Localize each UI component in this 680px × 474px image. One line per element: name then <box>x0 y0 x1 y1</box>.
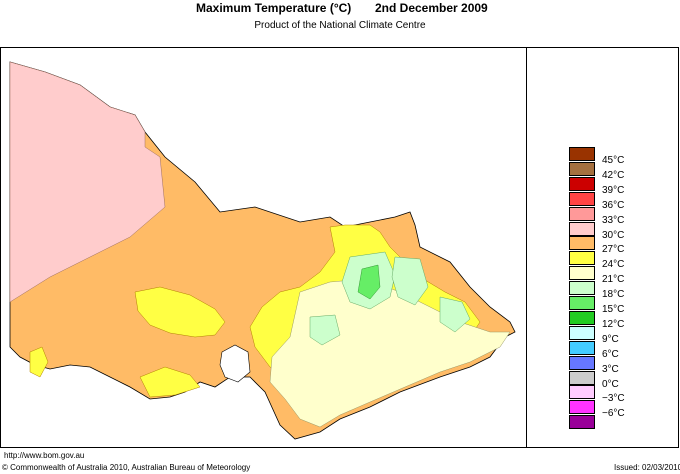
legend-item: 36°C <box>569 191 649 211</box>
legend-swatch <box>569 191 595 206</box>
legend-item: 18°C <box>569 281 649 300</box>
legend-label: 6°C <box>602 348 619 360</box>
legend-label: −6°C <box>602 408 625 420</box>
legend-item: 15°C <box>569 296 649 315</box>
map-title: Maximum Temperature (°C) <box>196 1 351 15</box>
legend-swatch <box>569 176 595 191</box>
region-30-33 <box>9 61 166 303</box>
legend-label: 18°C <box>602 289 625 301</box>
legend-item <box>569 415 649 430</box>
legend-label: 39°C <box>602 184 625 196</box>
legend-label: −3°C <box>602 393 625 405</box>
legend-label: 36°C <box>602 199 625 211</box>
legend-swatch <box>569 206 595 221</box>
legend-item: 33°C <box>569 206 649 226</box>
legend-label: 27°C <box>602 244 625 256</box>
legend-label: 15°C <box>602 304 625 315</box>
legend-item: 45°C <box>569 147 649 166</box>
legend-swatch <box>569 221 595 236</box>
legend-item: 42°C <box>569 161 649 181</box>
region-24-27-central <box>134 286 226 338</box>
legend-swatch <box>569 325 595 340</box>
map-date: 2nd December 2009 <box>375 1 488 15</box>
legend-item: 0°C <box>569 370 649 390</box>
legend-item: 21°C <box>569 266 649 285</box>
legend-label: 24°C <box>602 259 625 271</box>
legend-swatch <box>569 385 595 400</box>
legend-item: 6°C <box>569 340 649 360</box>
legend-swatch <box>569 161 595 176</box>
region-24-27-south <box>139 366 201 398</box>
legend-item: 12°C <box>569 310 649 330</box>
legend-swatch <box>569 370 595 385</box>
region-18-21-b <box>391 256 429 306</box>
legend-swatch <box>569 266 595 281</box>
legend-label: 33°C <box>602 214 625 226</box>
legend-item: 24°C <box>569 251 649 270</box>
legend-swatch <box>569 340 595 355</box>
legend-item: −3°C <box>569 385 649 404</box>
legend-swatch <box>569 281 595 296</box>
legend-swatch <box>569 415 595 430</box>
region-15-18 <box>357 264 381 300</box>
footer-copyright: © Commonwealth of Australia 2010, Austra… <box>2 463 251 472</box>
legend-swatch <box>569 296 595 310</box>
legend-swatch <box>569 310 595 325</box>
title-text: Maximum Temperature (°C) <box>196 1 352 15</box>
legend-item: 27°C <box>569 236 649 255</box>
legend-label: 12°C <box>602 318 625 330</box>
region-18-21-d <box>309 314 341 346</box>
legend-swatch <box>569 251 595 266</box>
legend-swatch <box>569 355 595 370</box>
legend-divider <box>526 47 527 448</box>
legend-item: 3°C <box>569 355 649 375</box>
legend-swatch <box>569 236 595 251</box>
legend-label: 30°C <box>602 229 625 241</box>
legend-label: 0°C <box>602 378 619 390</box>
legend-label: 45°C <box>602 155 625 166</box>
port-phillip-bay <box>219 344 251 383</box>
legend-item: 9°C <box>569 325 649 345</box>
legend-label: 21°C <box>602 274 625 286</box>
map-subtitle: Product of the National Climate Centre <box>254 20 426 31</box>
legend-item: 30°C <box>569 221 649 241</box>
region-24-27-west <box>29 346 49 378</box>
legend-swatch <box>569 400 595 415</box>
legend-label: 3°C <box>602 363 619 375</box>
footer-issued: Issued: 02/03/2010 <box>614 463 680 472</box>
footer-url: http://www.bom.gov.au <box>4 451 85 460</box>
legend-label: 42°C <box>602 169 625 181</box>
legend-swatch <box>569 147 595 161</box>
victoria-temperature-map <box>9 61 516 440</box>
legend-item: −6°C <box>569 400 649 419</box>
region-18-21-c <box>439 296 471 333</box>
legend-label: 9°C <box>602 333 619 345</box>
legend-item: 39°C <box>569 176 649 196</box>
